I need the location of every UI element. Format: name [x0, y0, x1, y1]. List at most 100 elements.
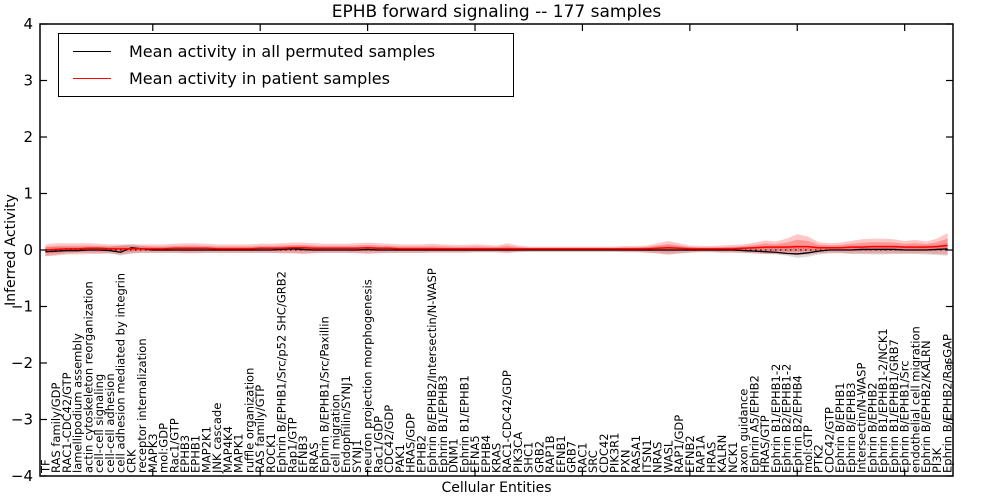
x-category-label: NCK1 [726, 442, 740, 474]
x-category-label: MAP2K1 [200, 426, 214, 473]
x-category-label: KRAS [490, 443, 504, 473]
x-category-label: PXN [618, 450, 632, 473]
x-category-label: NRAS [651, 442, 665, 473]
x-category-label: Ephrin B2/EPHB4 [790, 375, 804, 473]
x-category-label: DNM1 [447, 438, 461, 473]
x-category-label: Ephrin B2/EPHB1-2 [780, 364, 794, 473]
x-category-label: actin cytoskeleton reorganization [81, 281, 95, 473]
x-category-label: HRAS/GTP [758, 415, 772, 473]
x-category-label: SHC1 [522, 442, 536, 473]
x-category-label: PIK3CA [511, 432, 525, 473]
x-category-label: PAK1 [393, 444, 407, 473]
x-category-label: EPHB1 [189, 435, 203, 473]
x-category-label: MAP4K4 [221, 426, 235, 473]
y-tick-label: 4 [23, 15, 33, 33]
x-category-label: EPHB2 [414, 435, 428, 473]
legend-entry-permuted: Mean activity in all permuted samples [71, 42, 513, 61]
x-category-label: JNK cascade [210, 403, 224, 474]
x-category-label: lamellipodium assembly [71, 333, 85, 473]
x-category-label: axon guidance [737, 389, 751, 473]
x-category-label: cell-cell adhesion [103, 373, 117, 473]
x-category-label: Ephrin A5/EPHB2 [747, 375, 761, 473]
permuted-mean-line [45, 247, 948, 255]
x-category-label: SRC [586, 450, 600, 473]
x-category-label: Ephrin B/EPHB1 [833, 382, 847, 473]
y-tick-label: 2 [23, 128, 33, 146]
x-category-label: SYNJ1 [350, 439, 364, 473]
x-category-label: CDC42/GTP [823, 407, 837, 473]
x-category-label: mol:GTP [801, 425, 815, 473]
x-category-label: HRAS/GDP [404, 413, 418, 473]
chart-title: EPHB forward signaling -- 177 samples [331, 2, 662, 22]
x-category-label: RAS family/GDP [49, 383, 63, 473]
y-tick-label: 3 [23, 72, 33, 90]
y-axis-label: Inferred Activity [3, 194, 19, 306]
x-category-label: RAP1/GDP [672, 415, 686, 473]
x-category-label: EFNB3 [296, 435, 310, 473]
legend-box: Mean activity in all permuted samples Me… [58, 33, 514, 97]
x-category-label: PI3K [930, 447, 944, 473]
y-tick-label: 0 [23, 241, 33, 259]
x-category-label: EPHB3 [178, 435, 192, 473]
x-category-label: GRB2 [533, 441, 547, 473]
x-category-label: RAC1-CDC42/GTP [60, 372, 74, 473]
x-category-label: CRK [124, 449, 138, 473]
x-category-label: cell-cell signaling [92, 374, 106, 473]
y-tick-label: −2 [11, 354, 33, 372]
y-tick-label: −3 [11, 411, 33, 429]
x-category-label: mol:GDP [157, 423, 171, 473]
x-category-label: Ephrin B1/EPHB1-2 [769, 364, 783, 473]
x-category-label: GRB7 [565, 441, 579, 473]
x-category-label: Ephrin B/EPHB2/RasGAP [941, 334, 955, 473]
x-category-label: EFNA5 [468, 435, 482, 473]
x-category-label: MAPK3 [146, 433, 160, 473]
x-category-label: Ephrin B/EPHB1/Src [898, 360, 912, 473]
x-category-label: RAP1A [694, 435, 708, 473]
y-tick-label: −4 [11, 467, 33, 485]
x-category-label: HRAS [704, 442, 718, 473]
x-category-label: CDC42 [597, 433, 611, 473]
x-category-label: MAPK1 [232, 433, 246, 473]
x-category-label: KALRN [715, 435, 729, 473]
x-category-label: endothelial cell migration [908, 326, 922, 473]
x-category-label: Ephrin B1/EPHB1-2/NCK1 [876, 328, 890, 473]
x-category-label: Intersectin/N-WASP [855, 363, 869, 473]
x-category-label: cell migration [328, 394, 342, 473]
x-category-label: EFNB2 [683, 435, 697, 473]
x-category-label: ruffle organization [243, 368, 257, 473]
x-category-label: RAS family/GTP [253, 385, 267, 473]
patient-mean-line [45, 244, 948, 251]
legend-entry-patient: Mean activity in patient samples [71, 69, 513, 88]
x-category-label: neuron projection morphogenesis [361, 279, 375, 473]
x-category-label: receptor internalization [135, 338, 149, 473]
x-category-label: Ephrin B1/EPHB3 [436, 375, 450, 473]
x-category-label: RAP1B [543, 435, 557, 473]
x-category-label: RAC1-CDC42/GDP [500, 370, 514, 473]
x-category-label: Rap1/GTP [285, 417, 299, 473]
x-category-label: Ephrin B1/EPHB1/GRB7 [887, 339, 901, 473]
legend-label-permuted: Mean activity in all permuted samples [129, 42, 436, 61]
x-category-label: EPHB4 [479, 435, 493, 473]
x-category-label: Ephrin B/EPHB2/KALRN [919, 340, 933, 473]
x-category-label: Ephrin B1/EPHB1 [457, 375, 471, 473]
x-category-label: Ephrin B/EPHB2/Intersectin/N-WASP [425, 268, 439, 473]
x-category-label: RASA1 [629, 435, 643, 473]
x-category-label: Ephrin B/EPHB1/Src/p52 SHC/GRB2 [275, 271, 289, 473]
x-category-label: WASL [661, 440, 675, 473]
x-category-label: ROCK1 [264, 433, 278, 473]
x-category-label: Ephrin B/EPHB2 [865, 382, 879, 473]
x-category-label: Ephrin B/EPHB3 [844, 382, 858, 473]
x-category-label: Rac1/GTP [167, 418, 181, 473]
x-category-label: RRAS [307, 442, 321, 473]
x-category-label: PIK3R1 [608, 433, 622, 474]
x-category-label: ITSN1 [640, 439, 654, 473]
x-category-label: PTK2 [812, 444, 826, 473]
x-category-label: EFNB1 [554, 435, 568, 473]
x-category-label: Ephrin B/EPHB1/Src/Paxillin [318, 316, 332, 473]
x-axis-label: Cellular Entities [441, 480, 552, 496]
x-category-label: cell adhesion mediated by integrin [114, 273, 128, 473]
x-category-label: CDC42/GDP [382, 405, 396, 473]
x-category-label: TF [38, 459, 52, 474]
